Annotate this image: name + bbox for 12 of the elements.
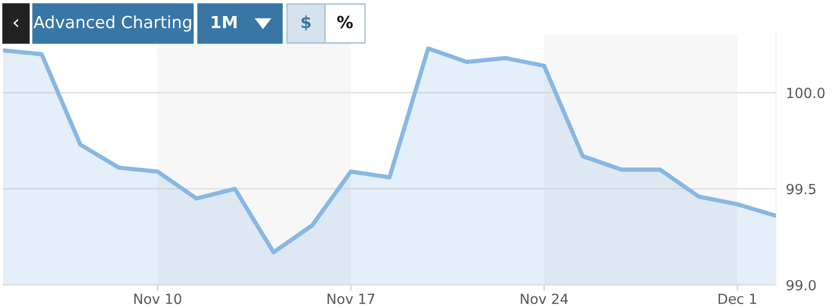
text: 1M: [212, 16, 237, 28]
x-tick-label: Nov 17: [328, 294, 374, 304]
text: ‹: [14, 18, 18, 28]
y-tick-label: 99.0: [786, 280, 816, 290]
y-tick-label: 99.5: [786, 184, 816, 194]
text: Advanced Charting: [34, 15, 192, 32]
y-tick-label: 100.0: [787, 88, 825, 98]
text: %: [337, 16, 353, 28]
x-tick-label: Dec 1: [718, 294, 756, 304]
x-tick-label: Nov 10: [134, 294, 182, 304]
x-tick-label: Nov 24: [520, 294, 568, 304]
text: $: [302, 15, 311, 31]
